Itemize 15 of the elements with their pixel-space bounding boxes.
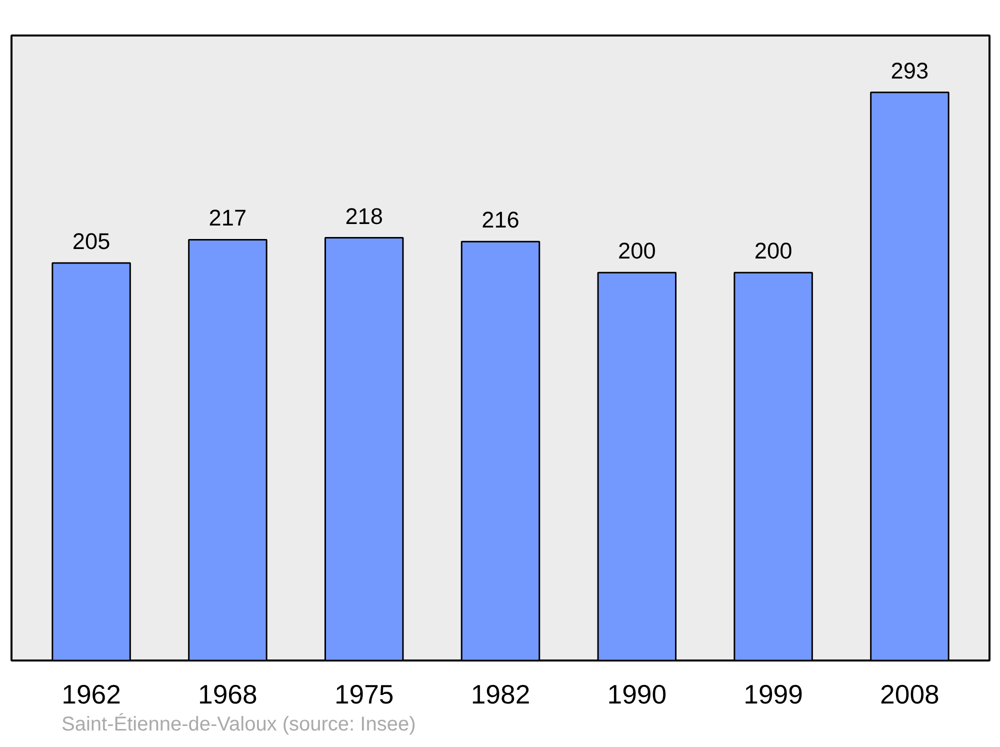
x-tick-label: 1982	[470, 680, 530, 710]
data-label: 216	[482, 206, 520, 233]
x-tick-label: 2008	[880, 680, 940, 710]
x-tick-label: 1975	[334, 680, 394, 710]
text: Saint-Étienne-de-Valoux (source: Insee)	[62, 712, 416, 736]
data-label: 217	[208, 204, 247, 231]
data-label: 205	[72, 228, 110, 254]
x-tick-label: 1962	[62, 680, 121, 710]
data-label: 200	[754, 238, 792, 264]
data-label: 200	[618, 238, 656, 264]
data-label: 293	[890, 57, 929, 84]
x-tick-label: 1990	[607, 680, 667, 710]
x-tick-label: 1968	[198, 680, 258, 710]
x-tick-label: 1999	[744, 680, 803, 710]
data-label: 218	[345, 202, 384, 229]
